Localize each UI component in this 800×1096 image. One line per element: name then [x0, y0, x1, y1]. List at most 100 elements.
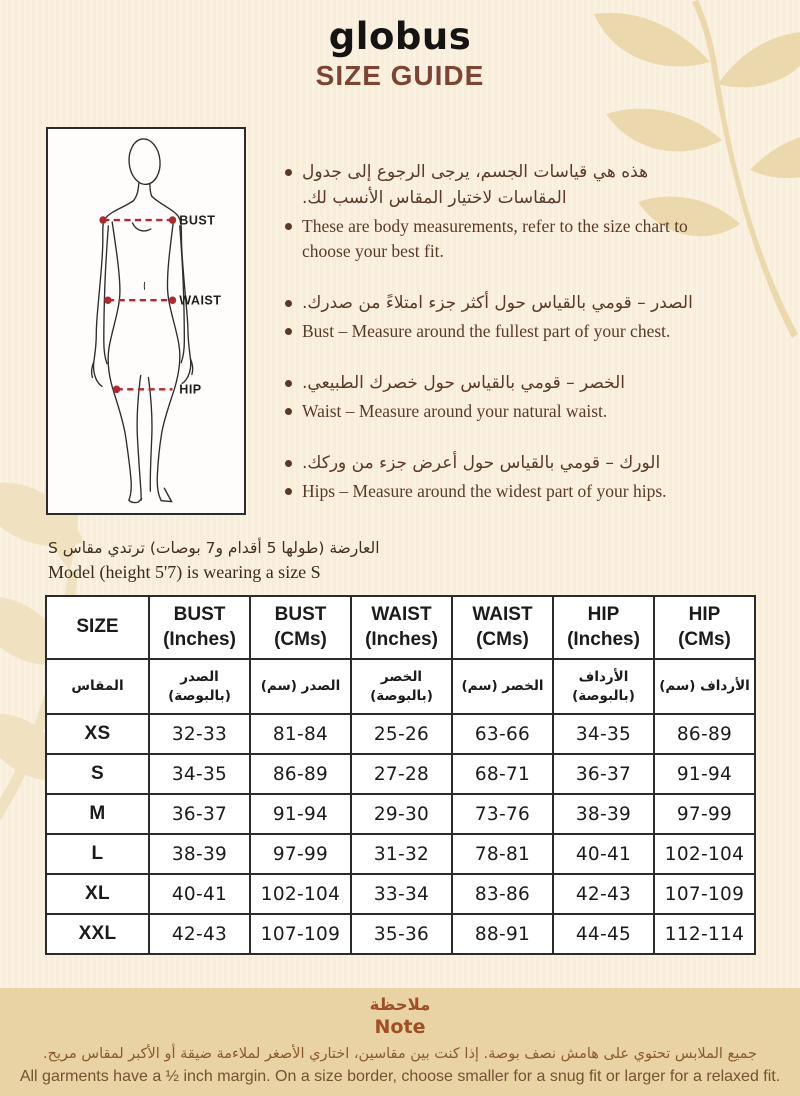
bullet-icon: [285, 223, 292, 230]
waist-inches-cell: 31-32: [350, 833, 453, 875]
table-row-xl: XL 40-41 102-104 33-34 83-86 42-43 107-1…: [45, 873, 756, 915]
table-row-xxl: XXL 42-43 107-109 35-36 88-91 44-45 112-…: [45, 913, 756, 955]
hip-cms-cell: 102-104: [653, 833, 756, 875]
model-info-en: Model (height 5'7) is wearing a size S: [48, 562, 321, 583]
waist-inches-cell: 29-30: [350, 793, 453, 835]
bust-cms-cell: 107-109: [249, 913, 352, 955]
instruction-item-english: These are body measurements, refer to th…: [283, 214, 720, 265]
waist-label: WAIST: [179, 294, 221, 308]
column-header-hip-cms: HIP (CMs): [653, 595, 756, 660]
note-body-en: All garments have a ½ inch margin. On a …: [19, 1068, 781, 1086]
instruction-item-arabic: الورك – قومي بالقياس حول أعرض جزء من ورك…: [283, 451, 720, 477]
hip-cms-cell: 86-89: [653, 713, 756, 755]
table-row-s: S 34-35 86-89 27-28 68-71 36-37 91-94: [45, 753, 756, 795]
instruction-item-arabic: هذه هي قياسات الجسم، يرجى الرجوع إلى جدو…: [283, 160, 720, 211]
bust-cms-cell: 102-104: [249, 873, 352, 915]
hip-inches-cell: 38-39: [552, 793, 655, 835]
hip-label: HIP: [179, 383, 201, 397]
bullet-icon: [285, 488, 292, 495]
waist-cms-cell: 68-71: [451, 753, 554, 795]
hip-inches-cell: 44-45: [552, 913, 655, 955]
column-header-hip-inches-ar: الأرداف (بالبوصة): [552, 658, 655, 715]
table-row-l: L 38-39 97-99 31-32 78-81 40-41 102-104: [45, 833, 756, 875]
instruction-item-english: Waist – Measure around your natural wais…: [283, 399, 720, 424]
instruction-text-ar: الخصر – قومي بالقياس حول خصرك الطبيعي.: [302, 372, 626, 393]
size-cell: XL: [45, 873, 150, 915]
model-info-ar: العارضة (طولها 5 أقدام و7 بوصات) ترتدي م…: [48, 539, 380, 557]
bullet-icon: [285, 379, 292, 387]
bust-label: BUST: [179, 213, 215, 227]
waist-inches-cell: 27-28: [350, 753, 453, 795]
instruction-text-en: Waist – Measure around your natural wais…: [302, 401, 608, 422]
column-header-hip-inches: HIP (Inches): [552, 595, 655, 660]
waist-inches-cell: 25-26: [350, 713, 453, 755]
column-header-size-ar: المقاس: [45, 658, 150, 715]
instruction-group-bust: الصدر – قومي بالقياس حول أكثر جزء امتلاء…: [283, 291, 720, 345]
hip-cms-cell: 97-99: [653, 793, 756, 835]
note-body-ar: جميع الملابس تحتوي على هامش نصف بوصة. إذ…: [43, 1046, 757, 1062]
column-header-waist-inches-ar: الخصر (بالبوصة): [350, 658, 453, 715]
note-section: ملاحظة Note جميع الملابس تحتوي على هامش …: [0, 988, 800, 1096]
size-cell: XS: [45, 713, 150, 755]
waist-cms-cell: 63-66: [451, 713, 554, 755]
instruction-group-hip: الورك – قومي بالقياس حول أعرض جزء من ورك…: [283, 451, 720, 505]
column-header-bust-cms-ar: الصدر (سم): [249, 658, 352, 715]
instruction-group-overview: هذه هي قياسات الجسم، يرجى الرجوع إلى جدو…: [283, 160, 720, 265]
waist-cms-cell: 78-81: [451, 833, 554, 875]
waist-inches-cell: 35-36: [350, 913, 453, 955]
hip-cms-cell: 112-114: [653, 913, 756, 955]
female-body-outline: BUST WAIST HIP: [90, 138, 221, 504]
model-info: العارضة (طولها 5 أقدام و7 بوصات) ترتدي م…: [48, 537, 548, 585]
column-header-bust-inches: BUST (Inches): [148, 595, 251, 660]
instruction-item-arabic: الصدر – قومي بالقياس حول أكثر جزء امتلاء…: [283, 291, 720, 317]
instruction-group-waist: الخصر – قومي بالقياس حول خصرك الطبيعي. W…: [283, 371, 720, 425]
waist-cms-cell: 83-86: [451, 873, 554, 915]
header: globus SIZE GUIDE: [0, 15, 800, 91]
note-title-ar: ملاحظة: [369, 995, 431, 1014]
bust-cms-cell: 91-94: [249, 793, 352, 835]
hip-cms-cell: 91-94: [653, 753, 756, 795]
column-header-hip-cms-ar: الأرداف (سم): [653, 658, 756, 715]
instruction-text-en: Bust – Measure around the fullest part o…: [302, 321, 671, 342]
size-cell: L: [45, 833, 150, 875]
bullet-icon: [285, 328, 292, 336]
table-header-row-arabic: المقاس الصدر (بالبوصة) الصدر (سم) الخصر …: [45, 658, 756, 715]
bust-inches-cell: 38-39: [148, 833, 251, 875]
instruction-item-english: Bust – Measure around the fullest part o…: [283, 319, 720, 344]
bullet-icon: [285, 169, 292, 176]
column-header-size: SIZE: [45, 595, 150, 660]
hip-inches-cell: 36-37: [552, 753, 655, 795]
size-cell: XXL: [45, 913, 150, 955]
bust-inches-cell: 40-41: [148, 873, 251, 915]
instruction-text-ar: هذه هي قياسات الجسم، يرجى الرجوع إلى جدو…: [302, 162, 649, 208]
size-cell: M: [45, 793, 150, 835]
bullet-icon: [285, 459, 292, 467]
hip-inches-cell: 40-41: [552, 833, 655, 875]
column-header-waist-cms: WAIST (CMs): [451, 595, 554, 660]
waist-cms-cell: 73-76: [451, 793, 554, 835]
bust-inches-cell: 34-35: [148, 753, 251, 795]
note-title-en: Note: [374, 1016, 426, 1038]
column-header-bust-cms: BUST (CMs): [249, 595, 352, 660]
waist-inches-cell: 33-34: [350, 873, 453, 915]
hip-cms-cell: 107-109: [653, 873, 756, 915]
size-chart-table: SIZE BUST (Inches) BUST (CMs) WAIST (Inches…: [45, 595, 756, 955]
table-row-m: M 36-37 91-94 29-30 73-76 38-39 97-99: [45, 793, 756, 835]
instruction-item-english: Hips – Measure around the widest part of…: [283, 479, 720, 504]
bullet-icon: [285, 408, 292, 416]
bust-inches-cell: 36-37: [148, 793, 251, 835]
column-header-bust-inches-ar: الصدر (بالبوصة): [148, 658, 251, 715]
hip-inches-cell: 42-43: [552, 873, 655, 915]
bust-cms-cell: 97-99: [249, 833, 352, 875]
instruction-text-ar: الورك – قومي بالقياس حول أعرض جزء من ورك…: [302, 452, 661, 473]
body-measurement-diagram: BUST WAIST HIP: [46, 127, 246, 515]
instruction-text-en: These are body measurements, refer to th…: [302, 216, 688, 262]
page-title: SIZE GUIDE: [315, 59, 485, 91]
table-row-xs: XS 32-33 81-84 25-26 63-66 34-35 86-89: [45, 713, 756, 755]
instruction-text-en: Hips – Measure around the widest part of…: [302, 481, 667, 501]
hip-inches-cell: 34-35: [552, 713, 655, 755]
bust-inches-cell: 32-33: [148, 713, 251, 755]
brand-logo: globus: [328, 15, 472, 58]
instruction-item-arabic: الخصر – قومي بالقياس حول خصرك الطبيعي.: [283, 371, 720, 397]
measurement-instructions: هذه هي قياسات الجسم، يرجى الرجوع إلى جدو…: [283, 160, 720, 530]
